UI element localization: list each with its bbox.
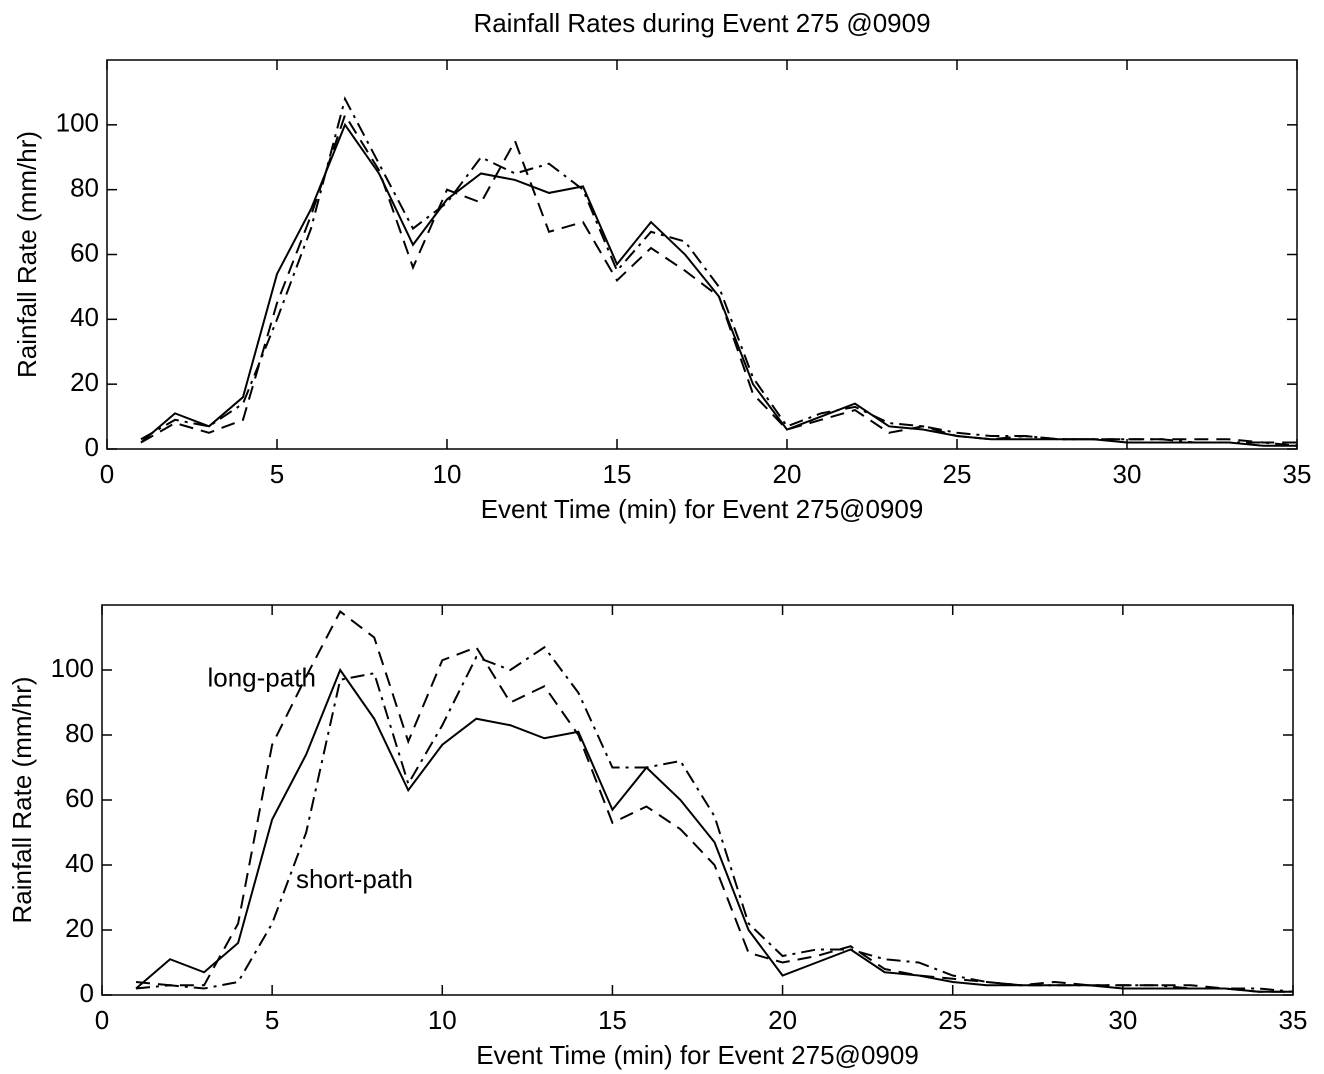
x-tick-label: 25 [943,459,972,489]
y-tick-label: 80 [65,718,94,748]
y-tick-label: 80 [70,173,99,203]
annotation: short-path [296,864,413,894]
y-tick-label: 40 [65,848,94,878]
y-axis-label: Rainfall Rate (mm/hr) [12,131,42,378]
y-tick-label: 40 [70,302,99,332]
x-axis-label: Event Time (min) for Event 275@0909 [481,494,924,524]
y-tick-label: 60 [70,237,99,267]
chart-title: Rainfall Rates during Event 275 @0909 [473,8,930,38]
x-tick-label: 0 [100,459,114,489]
series-line [135,645,1294,993]
y-tick-label: 0 [80,978,94,1008]
series-line [140,112,1297,444]
x-tick-label: 0 [95,1005,109,1035]
y-tick-label: 100 [51,653,94,683]
y-tick-label: 100 [56,108,99,138]
y-tick-label: 60 [65,783,94,813]
x-tick-label: 10 [433,459,462,489]
x-tick-label: 35 [1279,1005,1308,1035]
x-tick-label: 5 [265,1005,279,1035]
x-tick-label: 5 [270,459,284,489]
x-tick-label: 15 [603,459,632,489]
x-tick-label: 35 [1283,459,1312,489]
y-axis-label: Rainfall Rate (mm/hr) [7,676,37,923]
x-tick-label: 10 [428,1005,457,1035]
series-line [140,96,1298,447]
y-tick-label: 20 [70,367,99,397]
x-tick-label: 15 [598,1005,627,1035]
x-tick-label: 20 [773,459,802,489]
axes-box [106,59,1298,450]
x-tick-label: 30 [1113,459,1142,489]
y-tick-label: 20 [65,913,94,943]
annotation: long-path [207,663,315,693]
x-tick-label: 20 [768,1005,797,1035]
x-axis-label: Event Time (min) for Event 275@0909 [476,1040,919,1070]
series-line [135,667,1293,993]
x-tick-label: 30 [1108,1005,1137,1035]
y-tick-label: 0 [85,432,99,462]
x-tick-label: 25 [938,1005,967,1035]
